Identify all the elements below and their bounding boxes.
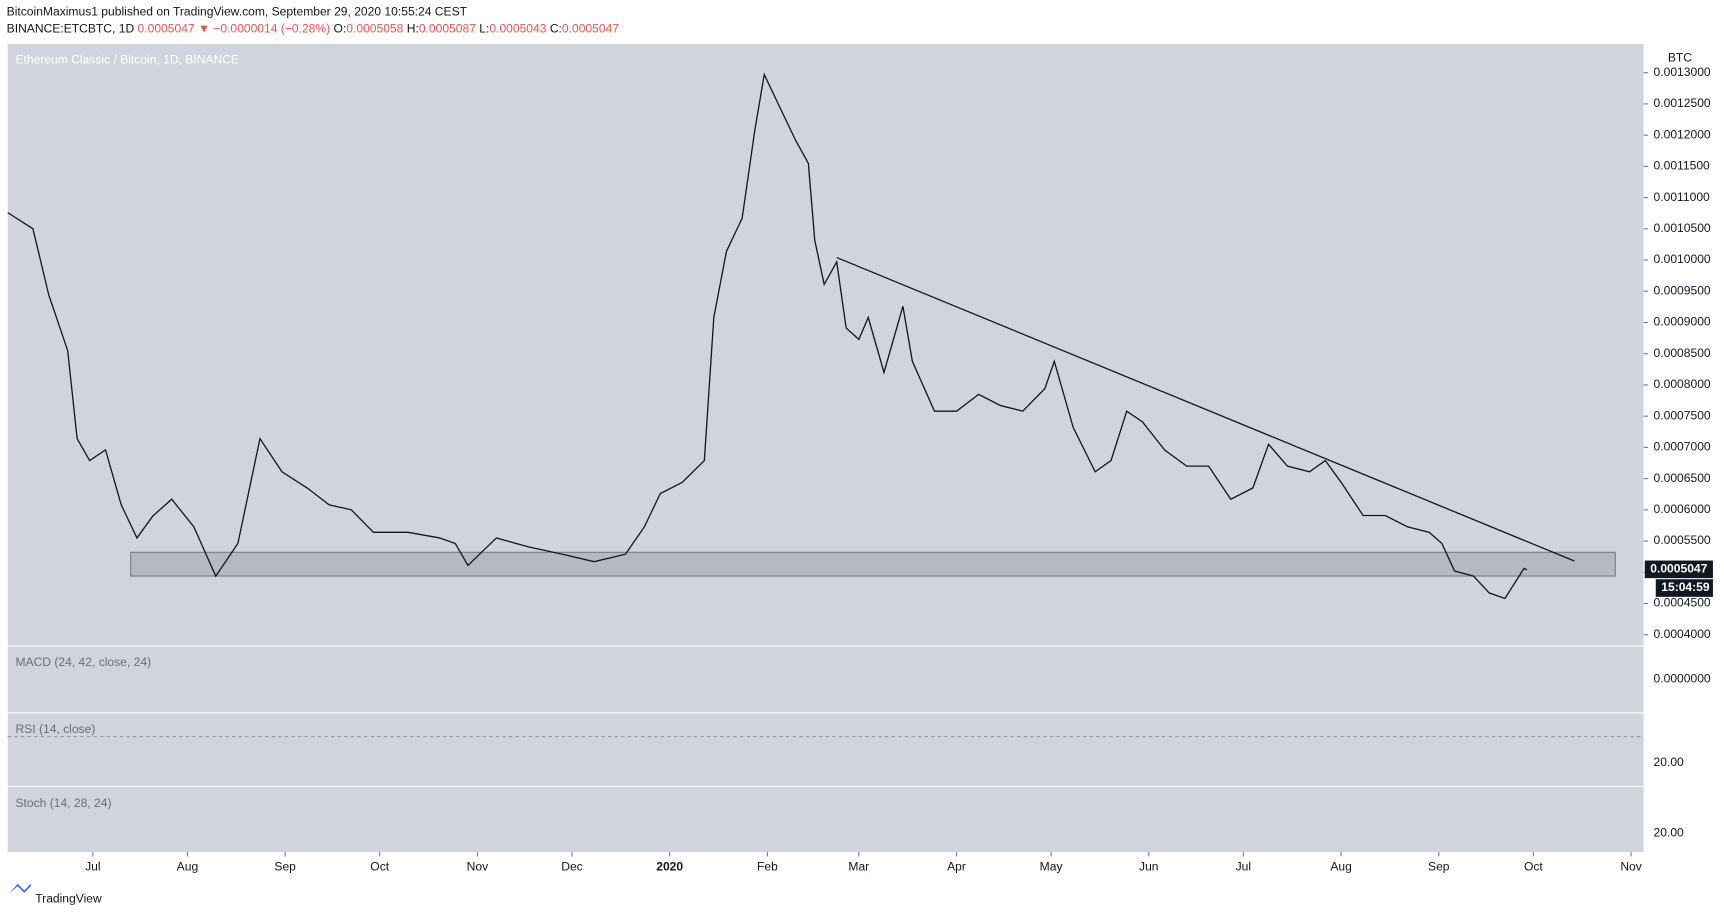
x-tick-label: Nov — [467, 860, 488, 874]
y-tick-label: 0.0010000 — [1654, 252, 1711, 266]
change-arrow: ▼ — [198, 22, 213, 36]
ohlc-label: C: — [550, 22, 562, 36]
y-tick-label: 0.0012000 — [1654, 127, 1711, 141]
x-tick-label: Jul — [85, 860, 100, 874]
ohlc-label: O: — [334, 22, 347, 36]
y-tick-label: 0.0013000 — [1654, 65, 1711, 79]
ohlc-value: 0.0005058 — [346, 22, 406, 36]
y-tick-label: 0.0009000 — [1654, 315, 1711, 329]
y-tick-label: 0.0007500 — [1654, 408, 1711, 422]
x-tick-label: Nov — [1620, 860, 1641, 874]
countdown-box — [1655, 579, 1713, 597]
x-tick-label: Aug — [177, 860, 198, 874]
indicator-label: RSI (14, close) — [15, 722, 95, 736]
support-zone — [130, 551, 1616, 577]
y-tick-label: 0.0004500 — [1654, 596, 1711, 610]
ohlc-value: 0.0005087 — [419, 22, 479, 36]
symbol-line: BINANCE:ETCBTC, 1D 0.0005047 ▼ −0.000001… — [7, 22, 620, 36]
indicator-label: MACD (24, 42, close, 24) — [15, 655, 151, 669]
y-tick-label: 0.0010500 — [1654, 221, 1711, 235]
y-tick-label: 0.0006000 — [1654, 502, 1711, 516]
symbol: BINANCE:ETCBTC, 1D — [7, 22, 138, 36]
symbol-info: BINANCE:ETCBTC, 1D 0.0005047 ▼ −0.000001… — [7, 22, 620, 36]
y-tick-label: 0.0011500 — [1654, 159, 1710, 173]
publisher: BitcoinMaximus1 published on TradingView… — [7, 4, 468, 18]
change: −0.0000014 (−0.28%) — [213, 22, 333, 36]
x-tick-label: Jun — [1139, 860, 1158, 874]
ohlc-label: H: — [407, 22, 419, 36]
x-tick-label: 2020 — [656, 860, 683, 874]
x-tick-label: Sep — [1428, 860, 1450, 874]
ohlc-value: 0.0005043 — [489, 22, 549, 36]
indicator-tick: 0.0000000 — [1654, 672, 1711, 686]
x-tick-label: Mar — [848, 860, 869, 874]
x-tick-label: Oct — [1524, 860, 1543, 874]
x-tick-label: Aug — [1330, 860, 1352, 874]
countdown: 15:04:59 — [1661, 580, 1710, 594]
price-label-box — [1644, 560, 1713, 579]
axis-unit: BTC — [1668, 50, 1692, 64]
x-tick-label: Apr — [947, 860, 966, 874]
indicator-tick: 20.00 — [1654, 755, 1685, 769]
x-tick-label: Dec — [561, 860, 582, 874]
y-tick-label: 0.0008000 — [1654, 377, 1711, 391]
y-tick-label: 0.0004000 — [1654, 627, 1711, 641]
indicator-label: Stoch (14, 28, 24) — [15, 796, 111, 810]
x-tick-label: Jul — [1236, 860, 1251, 874]
y-tick-label: 0.0009500 — [1654, 283, 1711, 297]
y-tick-label: 0.0011000 — [1654, 190, 1710, 204]
y-tick-label: 0.0005500 — [1654, 533, 1711, 547]
x-tick-label: Oct — [370, 860, 389, 874]
trendline — [836, 256, 1575, 562]
price-label: 0.0005047 — [1650, 562, 1707, 576]
logo — [8, 883, 31, 894]
x-tick-label: Sep — [274, 860, 296, 874]
y-tick-label: 0.0008500 — [1654, 346, 1711, 360]
y-tick-label: 0.0012500 — [1654, 96, 1711, 110]
last-price: 0.0005047 — [138, 22, 198, 36]
chart-pane — [7, 43, 1644, 853]
y-tick-label: 0.0006500 — [1654, 471, 1711, 485]
indicator-tick: 20.00 — [1654, 826, 1685, 840]
x-tick-label: May — [1040, 860, 1064, 874]
footer-brand: TradingView — [35, 891, 102, 905]
x-tick-label: Feb — [757, 860, 778, 874]
chart-title: Ethereum Classic / Bitcoin, 1D, BINANCE — [15, 53, 239, 67]
y-tick-label: 0.0007000 — [1654, 440, 1711, 454]
ohlc-label: L: — [479, 22, 489, 36]
ohlc-value: 0.0005047 — [562, 22, 619, 36]
price-line — [7, 72, 1528, 600]
